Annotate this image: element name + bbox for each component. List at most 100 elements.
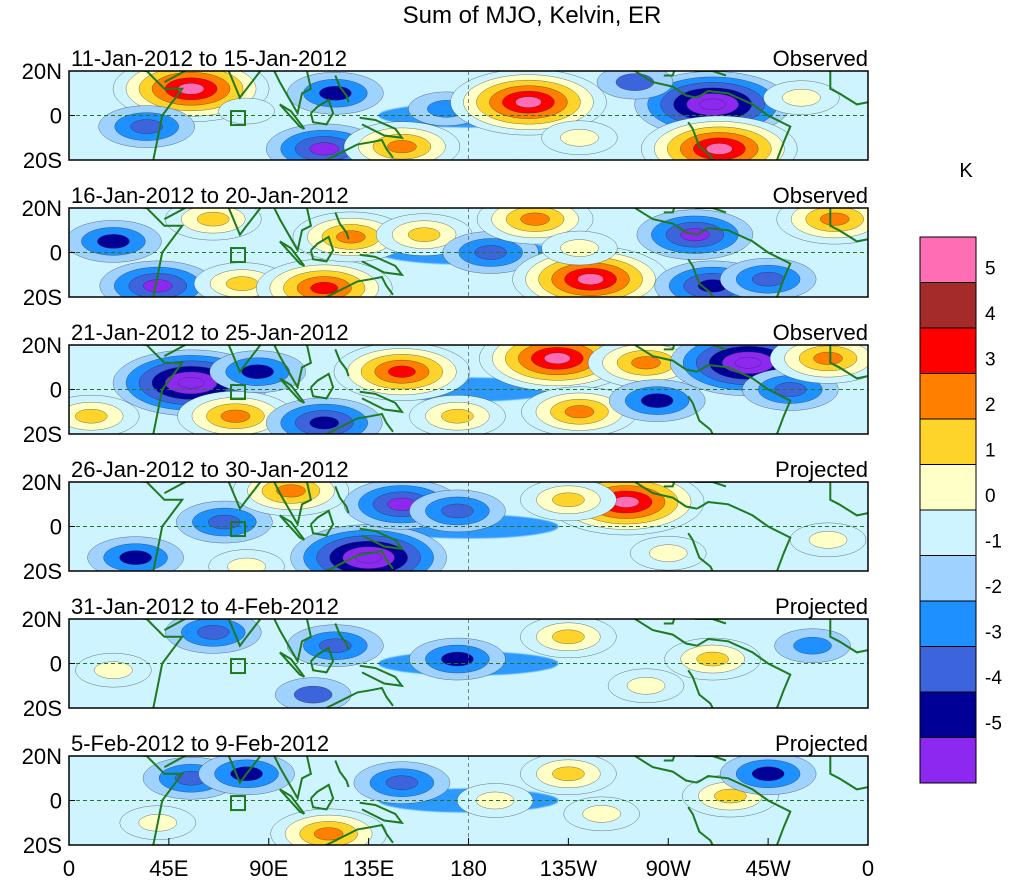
- anomaly-contour: [143, 279, 173, 293]
- coastline: [226, 482, 262, 511]
- anomaly-contour: [706, 143, 733, 155]
- panel-period: 16-Jan-2012 to 20-Jan-2012: [71, 183, 349, 208]
- lat-label: 20S: [23, 148, 62, 173]
- coastline: [273, 482, 313, 528]
- coastline: [687, 806, 714, 845]
- lat-label: 20N: [22, 607, 62, 632]
- lat-label: 20N: [22, 59, 62, 84]
- coastline: [273, 208, 313, 254]
- coastline: [359, 116, 405, 140]
- coastline: [696, 363, 792, 434]
- panel-period: 11-Jan-2012 to 15-Jan-2012: [71, 46, 347, 71]
- coastline: [334, 623, 350, 651]
- map-panel-3: [69, 345, 868, 434]
- chart-title: Sum of MJO, Kelvin, ER: [402, 2, 662, 29]
- lon-label: 90E: [249, 856, 288, 881]
- colorbar-unit: K: [959, 160, 973, 182]
- colorbar-swatch: [919, 464, 977, 511]
- coastline: [663, 345, 676, 351]
- anomaly-contour: [130, 119, 163, 134]
- anomaly-contour: [640, 393, 674, 408]
- coastline: [273, 619, 313, 665]
- coastline: [334, 760, 350, 788]
- lon-label: 45W: [746, 856, 791, 881]
- region-box: [230, 521, 247, 538]
- anomaly-contour: [309, 142, 339, 156]
- anomaly-contour: [649, 544, 688, 562]
- region-box: [230, 658, 247, 675]
- lat-label: 20N: [22, 333, 62, 358]
- anomaly-contour: [309, 416, 339, 430]
- region-box: [230, 384, 247, 401]
- colorbar-swatch: [919, 646, 977, 693]
- anomaly-contour: [310, 282, 339, 295]
- anomaly-contour: [197, 211, 230, 227]
- coastline: [135, 756, 185, 845]
- coastline: [829, 482, 868, 517]
- colorbar-swatch: [919, 555, 977, 602]
- coastline: [694, 619, 727, 625]
- map-panel-2: [69, 208, 868, 297]
- coastline: [226, 345, 262, 374]
- coastline: [359, 801, 405, 825]
- anomaly-contour: [225, 276, 259, 291]
- anomaly-contour: [544, 352, 571, 365]
- anomaly-contour: [197, 625, 230, 640]
- coastline: [309, 509, 335, 537]
- coastline: [359, 664, 405, 688]
- anomaly-contour: [699, 98, 726, 111]
- coastline: [334, 212, 350, 240]
- coastline: [696, 500, 792, 571]
- anomaly-contour: [336, 230, 366, 244]
- panel-status: Observed: [773, 46, 868, 71]
- anomaly-contour: [276, 484, 306, 498]
- anomaly-contour: [808, 531, 848, 549]
- coastline: [663, 619, 676, 625]
- region-box: [230, 247, 247, 264]
- map-panel-1: [69, 71, 868, 160]
- map-panel-4: [69, 482, 868, 571]
- coastline: [324, 823, 394, 845]
- coastline: [687, 258, 714, 297]
- panel-status: Projected: [775, 457, 868, 482]
- panel-status: Projected: [775, 594, 868, 619]
- coastline: [687, 121, 714, 160]
- coastline: [334, 486, 350, 514]
- coastline: [633, 345, 698, 373]
- anomaly-contour: [552, 492, 585, 508]
- anomaly-contour: [819, 212, 850, 226]
- coastline: [163, 482, 203, 494]
- anomaly-contour: [74, 408, 108, 424]
- coastline: [324, 138, 394, 160]
- coastline: [696, 774, 792, 845]
- coastline: [135, 619, 185, 708]
- colorbar-label: 0: [985, 486, 996, 507]
- lat-label: 0: [50, 241, 62, 266]
- panel-period: 26-Jan-2012 to 30-Jan-2012: [71, 457, 349, 482]
- panel-period: 21-Jan-2012 to 25-Jan-2012: [71, 320, 349, 345]
- anomaly-contour: [714, 788, 747, 804]
- coastline: [694, 345, 727, 351]
- panel-status: Observed: [773, 320, 868, 345]
- lat-label: 0: [50, 378, 62, 403]
- anomaly-contour: [520, 212, 550, 226]
- coastline: [334, 75, 350, 103]
- lat-label: 20S: [23, 422, 62, 447]
- coastline: [324, 549, 394, 571]
- lat-label: 0: [50, 789, 62, 814]
- anomaly-contour: [515, 96, 542, 108]
- coastline: [324, 412, 394, 434]
- anomaly-contour: [751, 271, 785, 287]
- anomaly-contour: [385, 775, 419, 790]
- coastline: [359, 390, 405, 414]
- anomaly-contour: [696, 651, 729, 667]
- colorbar-label: 2: [985, 395, 996, 416]
- coastline: [633, 71, 698, 99]
- coastline: [324, 275, 394, 297]
- colorbar-swatch: [919, 282, 977, 329]
- coastline: [663, 482, 676, 488]
- anomaly-contour: [441, 408, 474, 424]
- anomaly-contour: [751, 766, 785, 782]
- anomaly-contour: [177, 377, 205, 389]
- coastline: [226, 619, 262, 648]
